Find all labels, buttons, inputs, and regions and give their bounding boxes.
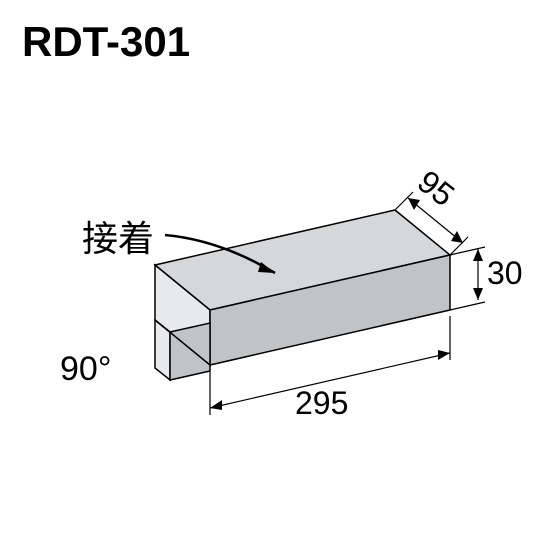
- angle-label: 90°: [60, 350, 111, 389]
- notch-side-face: [170, 323, 210, 380]
- diagram-svg: [0, 0, 550, 550]
- isometric-diagram: [0, 0, 550, 550]
- dimension-length-value: 295: [295, 385, 348, 422]
- dimension-height-value: 30: [487, 255, 523, 292]
- dimension-height: [450, 247, 485, 310]
- adhesion-label: 接着: [82, 210, 154, 262]
